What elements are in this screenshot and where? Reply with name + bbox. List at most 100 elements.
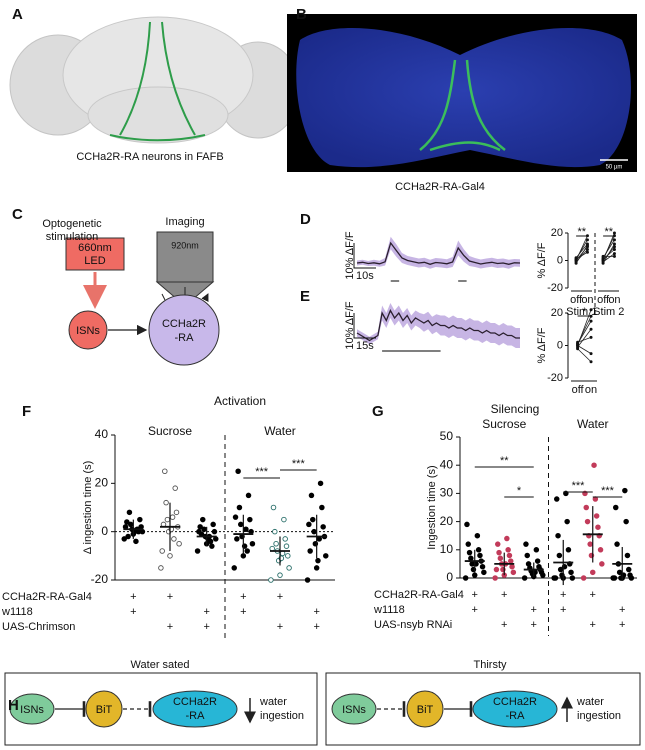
point (521, 575, 528, 581)
significance: *** (255, 466, 269, 478)
x-tick-label: on (581, 294, 593, 306)
point (169, 514, 176, 520)
point (601, 261, 605, 265)
point (554, 496, 560, 502)
pair-line (577, 345, 592, 354)
point (462, 575, 469, 581)
genotype-mark: + (560, 604, 566, 616)
point (245, 492, 252, 499)
genotype-label: UAS-nsyb RNAi (374, 619, 452, 631)
point (311, 528, 317, 535)
node-label: -RA (506, 710, 526, 722)
point (124, 519, 130, 525)
node-label: ISNs (342, 704, 366, 716)
y-axis-label: Δ ingestion time (s) (82, 461, 94, 555)
error-band (357, 236, 520, 269)
x-tick-label: on (608, 294, 620, 306)
x-tick-label: off (572, 384, 585, 396)
point (623, 518, 629, 525)
model-title: Thirsty (474, 659, 508, 671)
point (593, 513, 600, 519)
point (589, 335, 593, 339)
scale-label: 15s (356, 340, 374, 352)
pair-line (577, 320, 592, 345)
point (612, 242, 616, 246)
point (524, 552, 531, 559)
scale-bar-label: 50 µm (606, 165, 623, 171)
point (464, 521, 470, 528)
outcome-label: ingestion (260, 710, 304, 722)
y-tick-label: -20 (91, 572, 109, 586)
pair-line (575, 251, 588, 260)
point (244, 548, 250, 554)
point (196, 528, 202, 535)
pair-line (602, 243, 615, 264)
point (235, 468, 241, 475)
diagram-label: Imaging (165, 216, 204, 228)
point (282, 536, 288, 542)
genotype-mark: + (472, 589, 478, 601)
point (176, 541, 182, 547)
y-tick-label: 0 (557, 339, 563, 351)
point (589, 360, 593, 364)
pair-line (577, 348, 592, 363)
point (612, 231, 616, 235)
panel-label: B (296, 6, 307, 23)
point (133, 538, 139, 545)
y-tick-label: -20 (547, 282, 563, 294)
point (317, 480, 324, 487)
point (481, 569, 487, 576)
point (556, 552, 563, 559)
point (589, 319, 593, 323)
y-tick-label: 40 (95, 427, 109, 441)
point (197, 524, 203, 530)
point (612, 254, 616, 258)
genotype-mark: + (531, 604, 537, 616)
point (320, 524, 326, 530)
point (466, 549, 473, 556)
significance: * (517, 485, 522, 497)
point (163, 499, 169, 506)
genotype-mark: + (130, 591, 136, 603)
model-diagram (4, 672, 641, 746)
point (590, 569, 596, 576)
significance: ** (577, 226, 586, 238)
node-label: CCHa2R (162, 318, 206, 330)
point (495, 541, 501, 547)
scale-label: 10% ΔF/F (344, 301, 356, 350)
node-label: CCHa2R (493, 696, 537, 708)
point (574, 261, 578, 265)
point (580, 575, 587, 581)
significance: *** (601, 485, 615, 497)
significance: ** (500, 455, 509, 467)
point (306, 521, 312, 528)
condition-label: Water (577, 417, 609, 431)
point (591, 462, 597, 468)
genotype-mark: + (560, 589, 566, 601)
y-tick-label: 30 (440, 486, 454, 500)
node-label: ISNs (20, 704, 44, 716)
point (468, 555, 474, 562)
point (576, 342, 580, 346)
point (569, 575, 576, 581)
panel-label: E (300, 288, 310, 305)
point (465, 541, 472, 547)
point (601, 257, 605, 261)
scale-label: 10s (356, 270, 374, 282)
point (492, 575, 498, 581)
pair-line (577, 336, 592, 343)
genotype-mark: + (501, 619, 507, 631)
x-tick-label: off (597, 294, 610, 306)
point (568, 569, 574, 576)
node-label: -RA (175, 332, 195, 344)
genotype-label: UAS-Chrimson (2, 621, 75, 633)
genotype-mark: + (167, 621, 173, 633)
led-label: LED (84, 255, 105, 267)
point (585, 248, 589, 251)
point (173, 509, 180, 516)
point (589, 327, 593, 331)
pair-line (602, 235, 615, 260)
y-tick-label: 20 (440, 514, 454, 528)
diagram-label: stimulation (46, 231, 99, 243)
